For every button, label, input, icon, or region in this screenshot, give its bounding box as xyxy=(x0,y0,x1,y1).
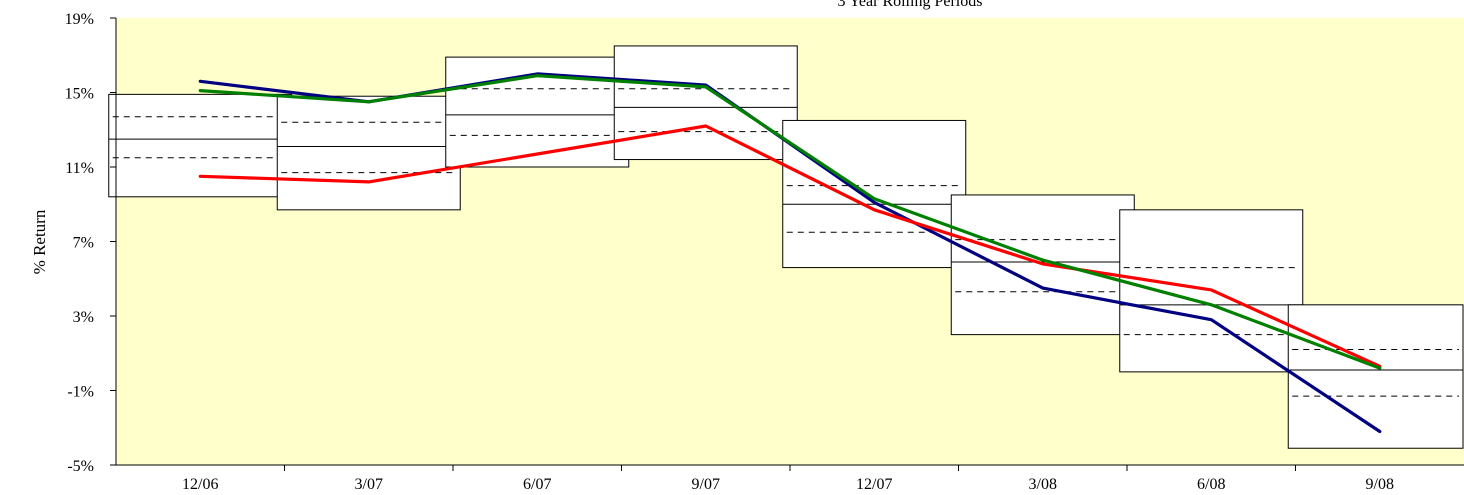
box-2 xyxy=(276,95,461,211)
series-line-2 xyxy=(198,124,1382,368)
x-tick-label: 3/07 xyxy=(355,476,383,493)
box-rect xyxy=(782,119,967,269)
series-layer xyxy=(198,72,1382,434)
y-tick-label: 15% xyxy=(65,86,94,103)
box-5 xyxy=(782,119,967,269)
x-tick-label: 12/07 xyxy=(856,476,892,493)
y-tick-label: -5% xyxy=(67,458,94,475)
x-tick-label: 3/08 xyxy=(1029,476,1057,493)
x-tick-label: 9/08 xyxy=(1366,476,1394,493)
y-tick-label: 19% xyxy=(65,11,94,28)
x-tick-label: 6/08 xyxy=(1197,476,1225,493)
axes-layer: 19% 15% 11% 7% 3% -1% -5% 12/06 3/07 6/07 9/07 12/0… xyxy=(65,11,1464,493)
box-rect xyxy=(613,45,798,161)
y-tick-label: 7% xyxy=(73,235,94,252)
y-tick-label: 3% xyxy=(73,309,94,326)
box-rect xyxy=(276,95,461,211)
chart-title: 3 Year Rolling Periods xyxy=(838,0,983,10)
series-line-3 xyxy=(198,74,1382,370)
box-rect xyxy=(108,93,293,198)
y-axis-title: % Return xyxy=(30,209,49,274)
box-1 xyxy=(108,93,293,198)
boxes-layer xyxy=(108,45,1464,449)
box-rect xyxy=(1287,304,1464,449)
y-tick-label: -1% xyxy=(67,384,94,401)
x-tick-label: 9/07 xyxy=(692,476,720,493)
y-tick-label: 11% xyxy=(65,160,94,177)
x-tick-label: 6/07 xyxy=(523,476,551,493)
box-4 xyxy=(613,45,798,161)
box-8 xyxy=(1287,304,1464,449)
x-tick-label: 12/06 xyxy=(182,476,218,493)
